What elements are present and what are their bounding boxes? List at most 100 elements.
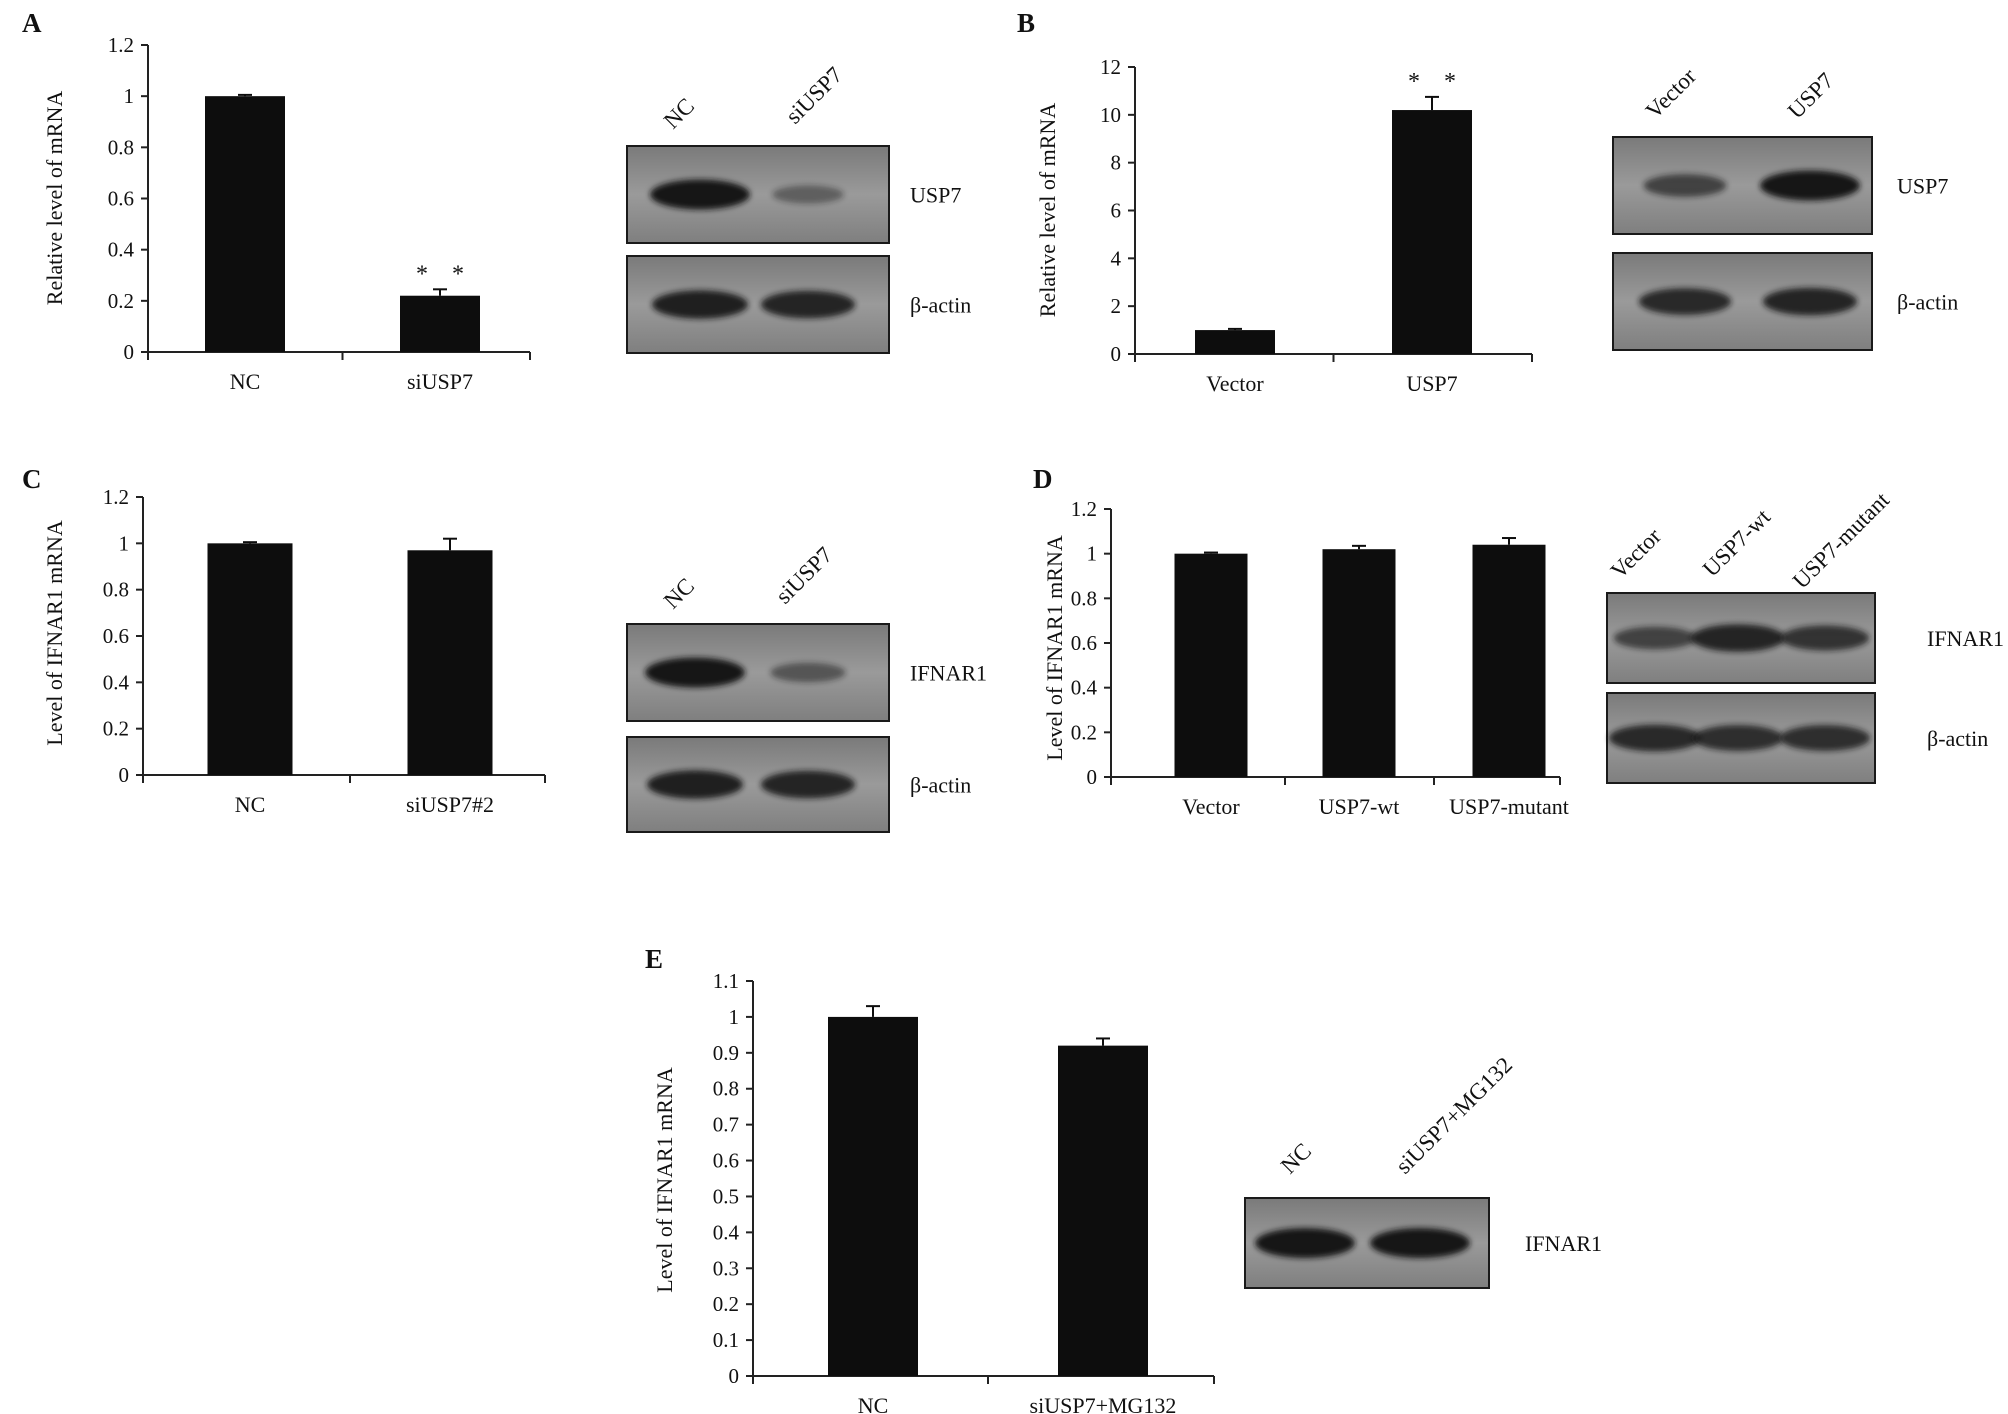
y-tick-label: 1	[1087, 542, 1098, 566]
y-tick-label: 10	[1100, 103, 1121, 127]
y-tick-label: 0.5	[713, 1184, 739, 1208]
y-tick-label: 1.1	[713, 969, 739, 993]
western-blot-c: NC siUSP7 IFNAR1 β-actin	[626, 542, 987, 833]
y-tick-label: 0.4	[103, 670, 130, 694]
category-label: siUSP7+MG132	[1030, 1393, 1177, 1414]
y-tick-label: 2	[1111, 294, 1122, 318]
bar-siusp7	[400, 295, 480, 352]
western-blot-e: NC siUSP7+MG132 IFNAR1	[1244, 1052, 1602, 1289]
category-label: USP7-wt	[1319, 794, 1400, 819]
blot-band	[760, 290, 856, 319]
lane-label: Vector	[1641, 63, 1701, 123]
blot-band	[1613, 626, 1697, 650]
panel-a: A 0 0.2 0.4 0.6 0.8 1 1.2 NC siUSP7 * * Relative l…	[22, 8, 971, 394]
y-axis-label: Relative level of mRNA	[42, 91, 67, 306]
panel-c: C 0 0.2 0.4 0.6 0.8 1 1.2 NC siUSP7#2 Level of IF…	[22, 464, 987, 833]
blot-band	[1690, 624, 1786, 652]
y-tick-label: 4	[1111, 246, 1122, 270]
y-tick-label: 0.2	[103, 717, 129, 741]
panel-b: B 0 2 4 6 8 10 12 Vector USP7 * * Relative level o…	[1017, 8, 1958, 396]
y-tick-label: 0.9	[713, 1041, 739, 1065]
bar-nc	[828, 1016, 918, 1376]
y-axis-label: Level of IFNAR1 mRNA	[1042, 535, 1067, 761]
bar-chart-a: 0 0.2 0.4 0.6 0.8 1 1.2 NC siUSP7 * * Relative lev…	[42, 33, 531, 394]
lane-label: USP7-wt	[1698, 504, 1776, 582]
category-label: USP7	[1406, 371, 1457, 396]
panel-letter-e: E	[645, 944, 663, 974]
bar-usp7-mutant	[1472, 544, 1546, 777]
y-tick-label: 0.2	[1071, 720, 1097, 744]
y-tick-label: 0.8	[1071, 586, 1097, 610]
y-tick-label: 0.8	[713, 1077, 739, 1101]
blot-band	[650, 179, 750, 210]
bar-nc	[207, 543, 293, 775]
y-tick-label: 0.1	[713, 1328, 739, 1352]
bar-chart-c: 0 0.2 0.4 0.6 0.8 1 1.2 NC siUSP7#2 Level of IFNA…	[42, 485, 546, 817]
lane-label: NC	[1276, 1138, 1316, 1178]
blot-row-label: IFNAR1	[910, 661, 987, 686]
blot-row-label: β-actin	[910, 293, 971, 318]
category-label: NC	[235, 792, 266, 817]
panel-letter-b: B	[1017, 8, 1035, 38]
blot-band	[651, 290, 749, 319]
blot-row-label: IFNAR1	[1525, 1231, 1602, 1256]
category-label: Vector	[1206, 371, 1264, 396]
panel-letter-a: A	[22, 8, 42, 38]
category-label: siUSP7#2	[406, 792, 494, 817]
blot-band	[1643, 174, 1727, 197]
y-tick-label: 1	[119, 531, 130, 555]
y-tick-label: 1.2	[103, 485, 129, 509]
blot-row-label: USP7	[1897, 174, 1948, 199]
bar-siusp7-mg132	[1058, 1045, 1148, 1376]
y-tick-label: 0	[729, 1364, 740, 1388]
blot-band	[1692, 725, 1784, 751]
y-tick-label: 0.8	[108, 135, 134, 159]
blot-row-label: β-actin	[1927, 726, 1988, 751]
blot-band	[1780, 625, 1870, 651]
significance-marker: * *	[1408, 69, 1456, 95]
blot-band	[770, 662, 846, 683]
western-blot-d: Vector USP7-wt USP7-mutant IFNAR1 β-actin	[1606, 487, 2004, 784]
blot-band	[646, 770, 744, 799]
y-tick-label: 0.6	[1071, 631, 1097, 655]
y-tick-label: 0.2	[713, 1292, 739, 1316]
y-tick-label: 6	[1111, 199, 1122, 223]
panel-e: E 0 0.1 0.2 0.3 0.4 0.5 0.6 0.7 0.8 0.9 1 1.1 NC siUS…	[645, 944, 1602, 1414]
y-axis-label: Relative level of mRNA	[1035, 103, 1060, 318]
y-axis-label: Level of IFNAR1 mRNA	[652, 1067, 677, 1293]
bar-vector	[1195, 330, 1275, 354]
bar-siusp7-2	[407, 550, 493, 775]
panel-letter-d: D	[1033, 464, 1053, 494]
lane-label: Vector	[1606, 523, 1666, 583]
bar-usp7-wt	[1322, 549, 1396, 777]
lane-label: NC	[659, 573, 699, 613]
lane-label: siUSP7+MG132	[1391, 1052, 1517, 1178]
y-tick-label: 0.4	[1071, 676, 1098, 700]
y-tick-label: 12	[1100, 55, 1121, 79]
y-tick-label: 0.4	[108, 238, 135, 262]
category-label: NC	[230, 369, 261, 394]
category-label: NC	[858, 1393, 889, 1414]
blot-band	[1608, 724, 1702, 752]
western-blot-a: NC siUSP7 USP7 β-actin	[626, 62, 971, 354]
category-label: Vector	[1182, 794, 1240, 819]
lane-label: siUSP7	[781, 62, 848, 129]
blot-band	[1255, 1228, 1355, 1258]
bar-usp7	[1392, 110, 1472, 354]
blot-band	[772, 185, 844, 204]
y-tick-label: 0.2	[108, 289, 134, 313]
bar-chart-e: 0 0.1 0.2 0.3 0.4 0.5 0.6 0.7 0.8 0.9 1 1.1 NC siUSP7…	[652, 969, 1215, 1414]
category-label: USP7-mutant	[1449, 794, 1569, 819]
y-tick-label: 1.2	[108, 33, 134, 57]
significance-marker: * *	[416, 261, 464, 287]
blot-band	[1370, 1228, 1470, 1258]
blot-row-label: USP7	[910, 183, 961, 208]
blot-band	[760, 770, 856, 799]
category-label: siUSP7	[407, 369, 473, 394]
lane-label: siUSP7	[771, 542, 838, 609]
lane-label: NC	[659, 93, 699, 133]
blot-band	[645, 657, 745, 688]
western-blot-b: Vector USP7 USP7 β-actin	[1612, 63, 1958, 351]
y-tick-label: 1	[124, 84, 135, 108]
